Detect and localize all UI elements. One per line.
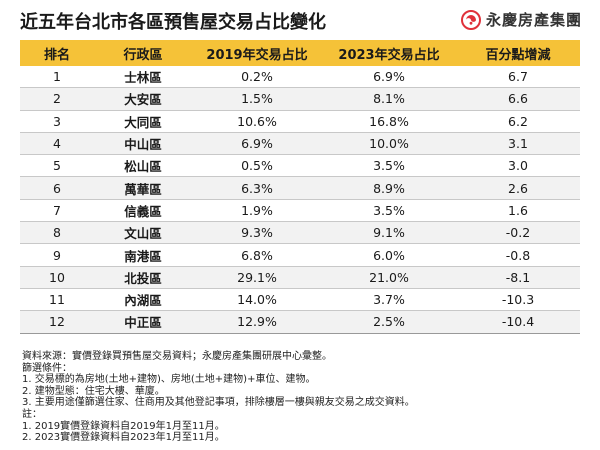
district-cell: 內湖區 (94, 288, 192, 312)
header-2023-share: 2023年交易占比 (322, 40, 456, 66)
note-remark-1: 1. 2019實價登錄資料自2019年1月至11月。 (22, 420, 225, 432)
table-row: 12 中正區 12.9% 2.5% -10.4 (20, 310, 580, 334)
note-filter-2: 2. 建物型態：住宅大樓、華廈。 (22, 385, 165, 397)
table-row: 3 大同區 10.6% 16.8% 6.2 (20, 110, 580, 133)
district-cell: 中正區 (94, 310, 192, 334)
share-2019-cell: 14.0% (192, 288, 322, 312)
district-cell: 北投區 (94, 266, 192, 289)
table-row: 8 文山區 9.3% 9.1% -0.2 (20, 221, 580, 245)
table-row: 9 南港區 6.8% 6.0% -0.8 (20, 243, 580, 267)
share-2023-cell: 9.1% (322, 221, 456, 245)
district-cell: 松山區 (94, 154, 192, 178)
table-row: 2 大安區 1.5% 8.1% 6.6 (20, 87, 580, 111)
rank-cell: 4 (20, 132, 94, 156)
brand-name: 永慶房產集團 (485, 11, 582, 29)
share-2023-cell: 16.8% (322, 110, 456, 133)
rank-cell: 7 (20, 199, 94, 223)
note-filter-3: 3. 主要用途僅篩選住家、住商用及其他登記事項，排除樓層一樓與親友交易之成交資料… (22, 397, 415, 409)
district-cell: 大同區 (94, 110, 192, 133)
share-2019-cell: 0.2% (192, 66, 322, 89)
rank-cell: 2 (20, 87, 94, 111)
share-2023-cell: 6.0% (322, 243, 456, 267)
share-2019-cell: 29.1% (192, 266, 322, 289)
table-row: 10 北投區 29.1% 21.0% -8.1 (20, 266, 580, 289)
note-remark-2: 2. 2023實價登錄資料自2023年1月至11月。 (22, 432, 225, 444)
table-row: 6 萬華區 6.3% 8.9% 2.6 (20, 176, 580, 200)
change-cell: 1.6 (456, 199, 580, 223)
share-2019-cell: 1.5% (192, 87, 322, 111)
swirl-logo-icon (460, 9, 481, 30)
change-cell: -10.3 (456, 288, 580, 312)
note-filter-heading: 篩選條件： (22, 362, 72, 374)
rank-cell: 8 (20, 221, 94, 245)
table-row: 4 中山區 6.9% 10.0% 3.1 (20, 132, 580, 156)
rank-cell: 12 (20, 310, 94, 334)
change-cell: -8.1 (456, 266, 580, 289)
share-2019-cell: 9.3% (192, 221, 322, 245)
change-cell: 6.6 (456, 87, 580, 111)
header-rank: 排名 (20, 40, 94, 66)
share-2023-cell: 10.0% (322, 132, 456, 156)
share-2023-cell: 3.7% (322, 288, 456, 312)
share-2023-cell: 6.9% (322, 66, 456, 89)
share-2019-cell: 6.9% (192, 132, 322, 156)
share-2019-cell: 6.8% (192, 243, 322, 267)
page-title: 近五年台北市各區預售屋交易占比變化 (20, 12, 326, 33)
share-2023-cell: 8.9% (322, 176, 456, 200)
change-cell: 6.7 (456, 66, 580, 89)
share-2023-cell: 8.1% (322, 87, 456, 111)
rank-cell: 1 (20, 66, 94, 89)
table-row: 7 信義區 1.9% 3.5% 1.6 (20, 199, 580, 223)
rank-cell: 3 (20, 110, 94, 133)
district-cell: 大安區 (94, 87, 192, 111)
rank-cell: 6 (20, 176, 94, 200)
change-cell: 2.6 (456, 176, 580, 200)
change-cell: -10.4 (456, 310, 580, 334)
note-source: 資料來源：實價登錄買預售屋交易資料；永慶房產集團研展中心彙整。 (22, 351, 332, 362)
change-cell: -0.8 (456, 243, 580, 267)
note-filter-1: 1. 交易標的為房地(土地+建物)、房地(土地+建物)+車位、建物。 (22, 374, 316, 386)
change-cell: 3.1 (456, 132, 580, 156)
rank-cell: 9 (20, 243, 94, 267)
header-point-change: 百分點增減 (456, 40, 580, 66)
note-remark-heading: 註： (22, 408, 42, 420)
footnotes: 資料來源：實價登錄買預售屋交易資料；永慶房產集團研展中心彙整。 篩選條件： 1.… (22, 351, 582, 444)
table-row: 11 內湖區 14.0% 3.7% -10.3 (20, 288, 580, 312)
table-header-row: 排名 行政區 2019年交易占比 2023年交易占比 百分點增減 (20, 40, 580, 66)
share-2019-cell: 6.3% (192, 176, 322, 200)
district-cell: 南港區 (94, 243, 192, 267)
district-share-table: 排名 行政區 2019年交易占比 2023年交易占比 百分點增減 1 士林區 0… (20, 40, 580, 334)
district-cell: 信義區 (94, 199, 192, 223)
share-2019-cell: 0.5% (192, 154, 322, 178)
district-cell: 文山區 (94, 221, 192, 245)
rank-cell: 10 (20, 266, 94, 289)
share-2019-cell: 12.9% (192, 310, 322, 334)
district-cell: 萬華區 (94, 176, 192, 200)
change-cell: -0.2 (456, 221, 580, 245)
share-2023-cell: 2.5% (322, 310, 456, 334)
brand-logo: 永慶房產集團 (460, 9, 582, 30)
rank-cell: 11 (20, 288, 94, 312)
share-2023-cell: 3.5% (322, 154, 456, 178)
table-row: 1 士林區 0.2% 6.9% 6.7 (20, 66, 580, 89)
rank-cell: 5 (20, 154, 94, 178)
change-cell: 3.0 (456, 154, 580, 178)
change-cell: 6.2 (456, 110, 580, 133)
share-2023-cell: 21.0% (322, 266, 456, 289)
header-district: 行政區 (94, 40, 192, 66)
district-cell: 士林區 (94, 66, 192, 89)
table-row: 5 松山區 0.5% 3.5% 3.0 (20, 154, 580, 178)
share-2023-cell: 3.5% (322, 199, 456, 223)
share-2019-cell: 10.6% (192, 110, 322, 133)
page-header: 近五年台北市各區預售屋交易占比變化 永慶房產集團 (0, 0, 600, 40)
share-2019-cell: 1.9% (192, 199, 322, 223)
district-cell: 中山區 (94, 132, 192, 156)
header-2019-share: 2019年交易占比 (192, 40, 322, 66)
